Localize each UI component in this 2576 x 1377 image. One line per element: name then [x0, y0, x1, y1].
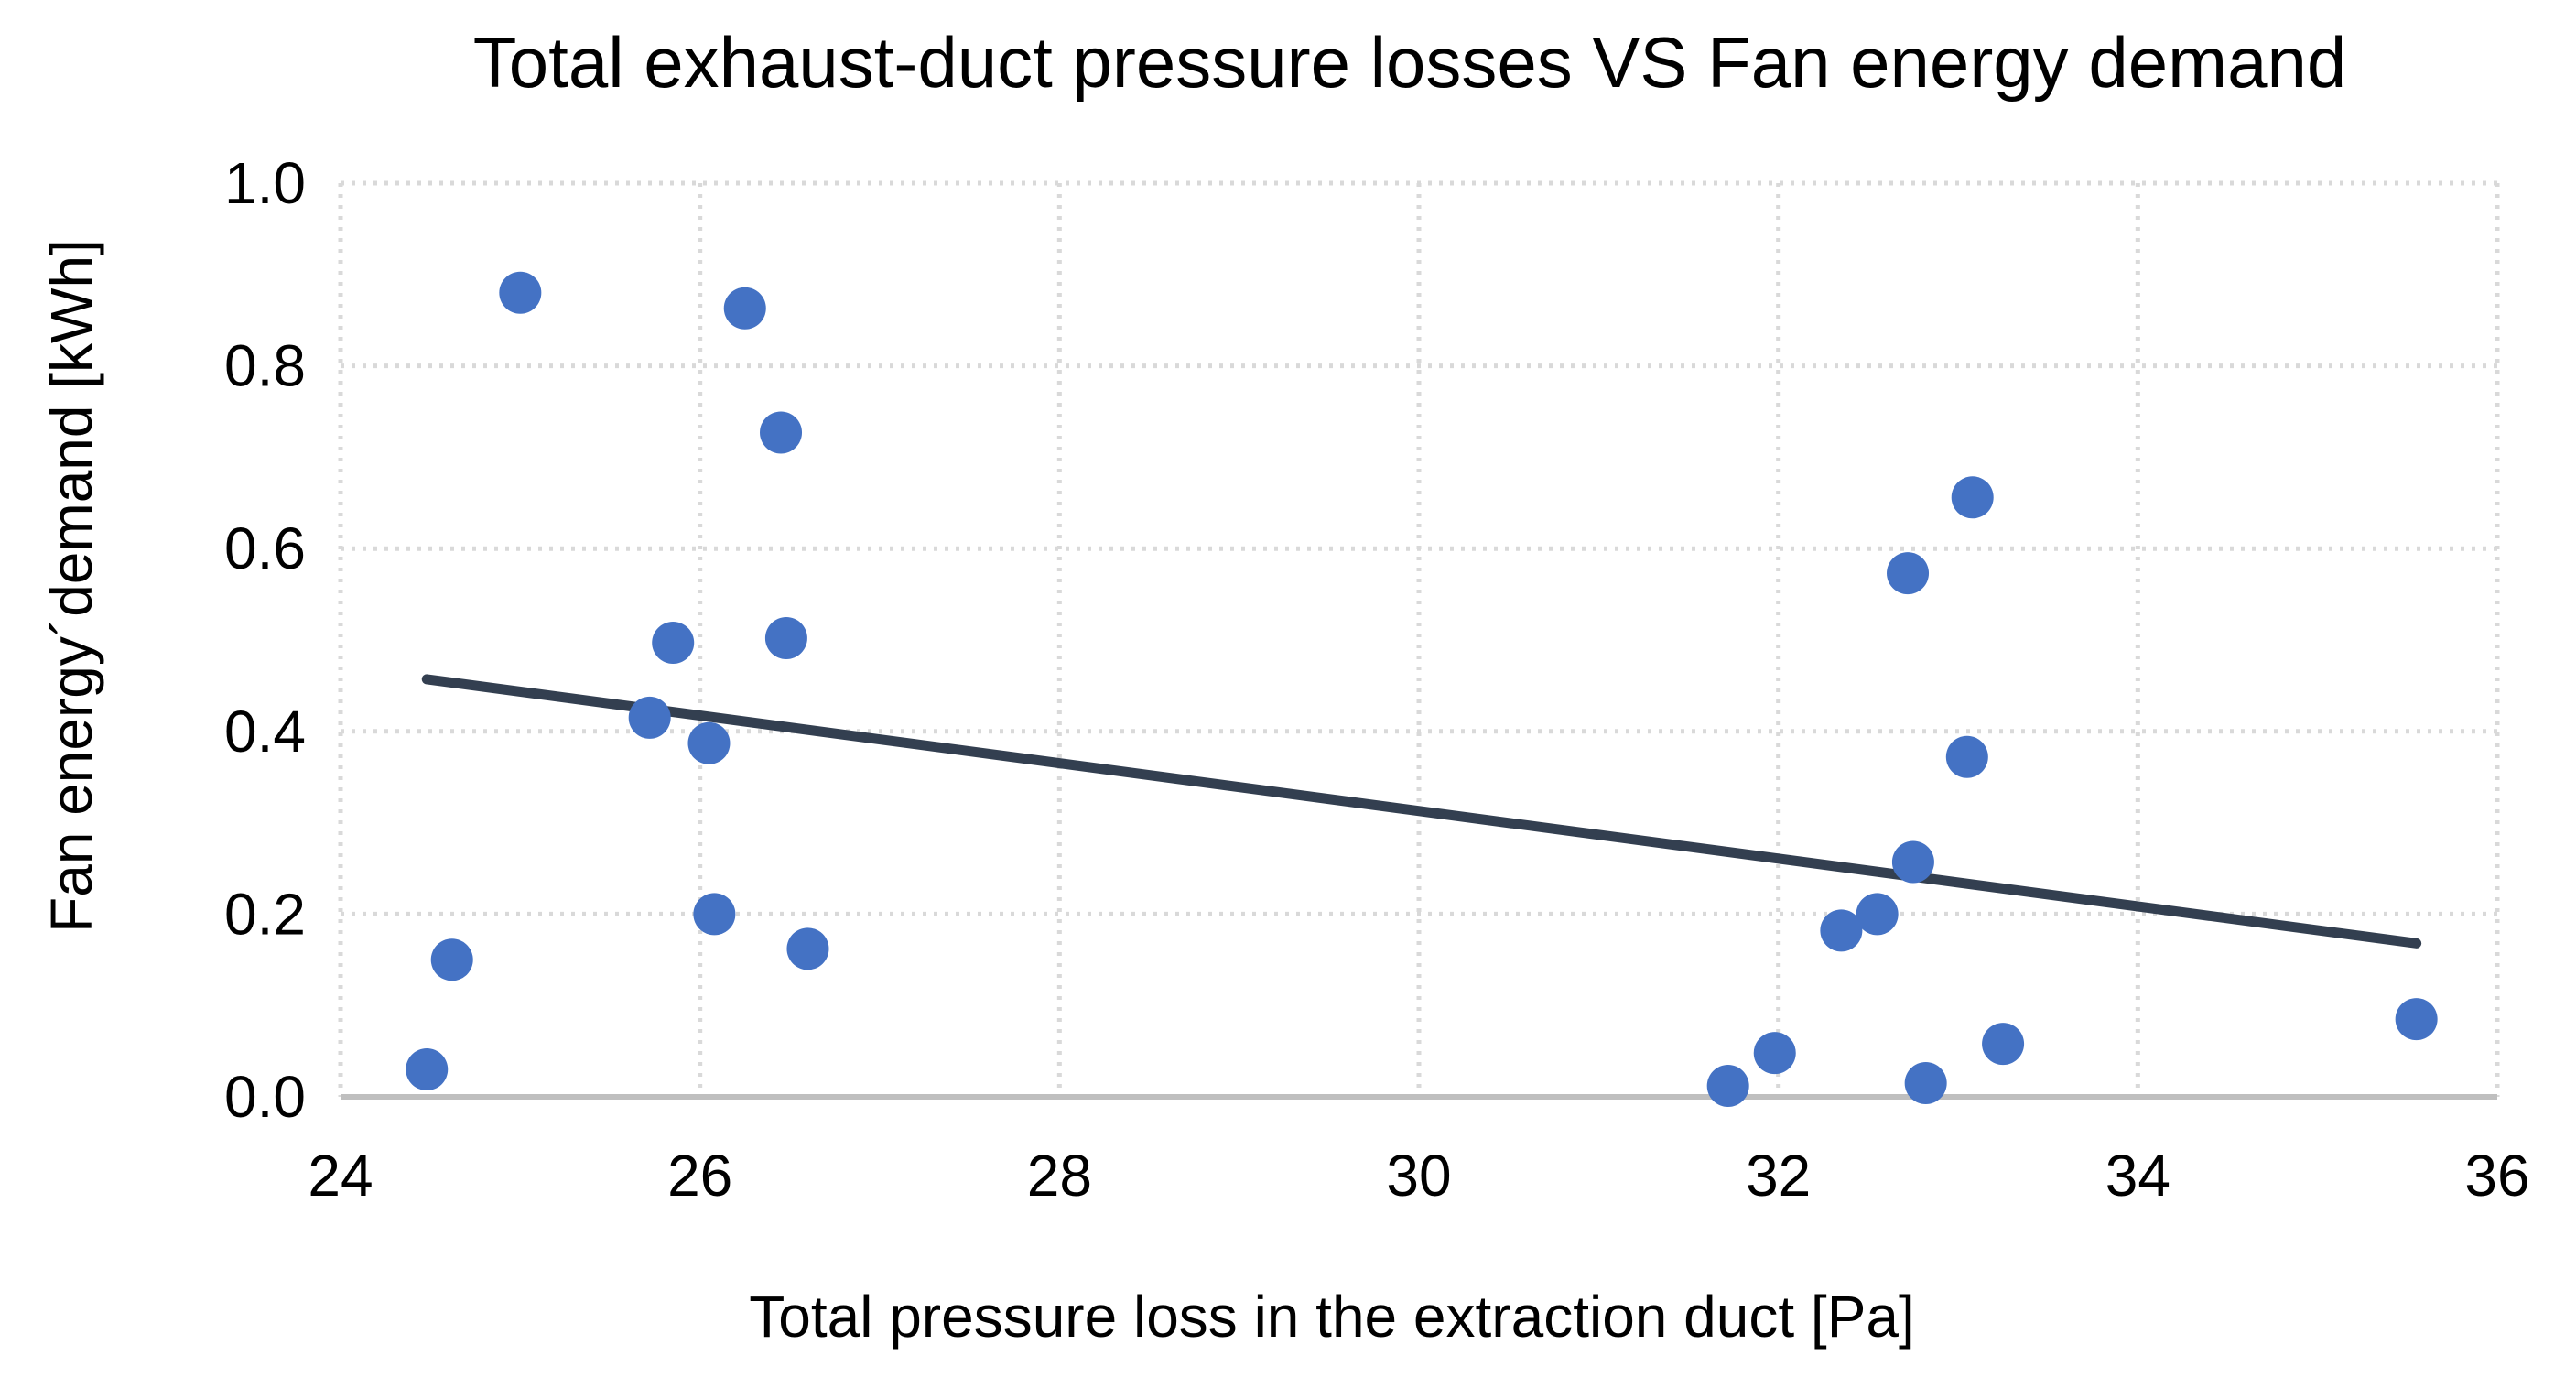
x-tick-label: 32 [1746, 1143, 1811, 1209]
data-points [406, 271, 2438, 1108]
data-point [652, 621, 695, 664]
data-point [1982, 1023, 2025, 1066]
axes [338, 183, 2497, 1100]
data-point [1904, 1062, 1947, 1105]
data-point [1891, 840, 1934, 884]
trendline [421, 674, 2422, 949]
data-point [1820, 909, 1863, 952]
y-tick-label: 0.6 [224, 515, 306, 581]
data-point [1945, 735, 1988, 778]
data-point [764, 617, 807, 660]
data-point [1887, 552, 1930, 595]
x-tick-label: 24 [308, 1143, 373, 1209]
y-tick-label: 0.2 [224, 881, 306, 947]
y-axis-title: Fan energy´demand [kWh] [38, 239, 104, 933]
data-point [760, 411, 803, 454]
x-tick-label: 28 [1027, 1143, 1092, 1209]
x-tick-label: 26 [667, 1143, 732, 1209]
y-tick-label: 1.0 [224, 150, 306, 216]
y-axis-tick-labels: 0.0 0.2 0.4 0.6 0.8 1.0 [224, 150, 306, 1130]
chart-title: Total exhaust-duct pressure losses VS Fa… [473, 22, 2346, 103]
data-point [786, 927, 829, 970]
data-point [687, 721, 731, 764]
data-point [1951, 476, 1994, 519]
data-point [693, 893, 736, 936]
data-point [1753, 1032, 1796, 1075]
data-point [1706, 1065, 1749, 1108]
x-axis-title: Total pressure loss in the extraction du… [749, 1284, 1915, 1350]
data-point [406, 1048, 449, 1091]
x-tick-label: 30 [1386, 1143, 1451, 1209]
data-point [430, 938, 473, 981]
data-point [2395, 998, 2438, 1041]
y-tick-label: 0.8 [224, 333, 306, 399]
x-tick-label: 34 [2105, 1143, 2170, 1209]
y-tick-label: 0.0 [224, 1064, 306, 1130]
trendline-layer [421, 674, 2422, 949]
x-tick-label: 36 [2464, 1143, 2529, 1209]
data-point [1856, 893, 1899, 936]
data-point [723, 287, 766, 330]
data-point [499, 271, 542, 314]
data-point [628, 696, 671, 739]
x-axis-tick-labels: 24 26 28 30 32 34 36 [308, 1143, 2529, 1209]
gridlines [341, 180, 2500, 1097]
y-tick-label: 0.4 [224, 699, 306, 764]
